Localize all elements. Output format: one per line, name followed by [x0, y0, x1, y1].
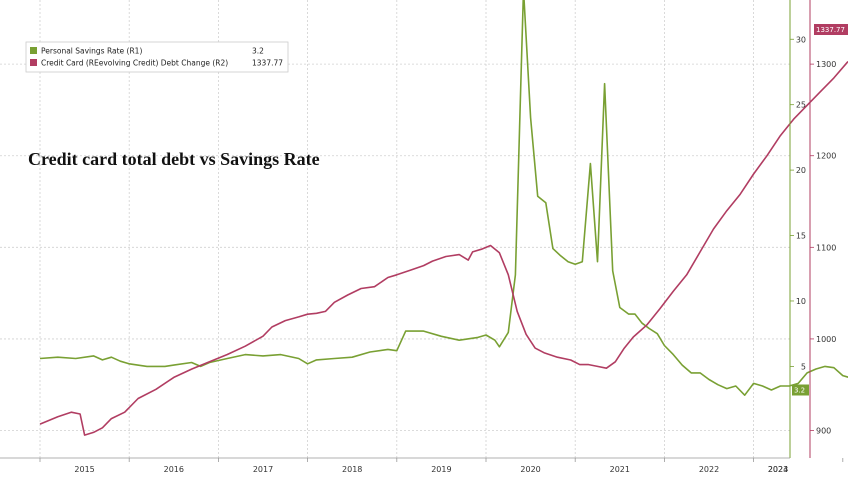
x-tick-label-2015: 2015 — [74, 465, 94, 474]
x-tick-label-2024: 2024 — [768, 465, 788, 474]
y-tick-label-credit-900: 900 — [816, 427, 831, 436]
legend-swatch-credit — [30, 59, 37, 66]
y-tick-label-credit-1100: 1100 — [816, 243, 836, 252]
badge-savings-value: 3.2 — [794, 387, 805, 395]
badge-savings: 3.2 — [792, 384, 809, 396]
y-tick-label-savings-15: 15 — [796, 232, 806, 241]
x-tick-label-2023: 2023 — [768, 465, 788, 474]
x-tick-label-2016: 2016 — [164, 465, 184, 474]
legend-value-savings: 3.2 — [252, 47, 264, 56]
y-tick-label-credit-1200: 1200 — [816, 152, 836, 161]
badge-credit-bg — [814, 24, 848, 35]
y-tick-label-credit-1300: 1300 — [816, 60, 836, 69]
series-layer — [39, 0, 848, 436]
legend-label-credit: Credit Card (REevolving Credit) Debt Cha… — [41, 59, 228, 68]
x-tick-label-2019: 2019 — [431, 465, 451, 474]
x-tick-label-2017: 2017 — [253, 465, 273, 474]
legend-value-credit: 1337.77 — [252, 59, 283, 68]
x-tick-label-2021: 2021 — [610, 465, 630, 474]
legend-swatch-savings — [30, 47, 37, 54]
series-line-savings — [39, 0, 848, 396]
y-tick-label-savings-10: 10 — [796, 297, 806, 306]
badge-savings-bg — [792, 384, 809, 396]
y-tick-label-credit-1000: 1000 — [816, 335, 836, 344]
y-tick-label-savings-25: 25 — [796, 101, 806, 110]
x-tick-label-2018: 2018 — [342, 465, 362, 474]
y-tick-label-savings-5: 5 — [801, 362, 806, 371]
legend-box — [25, 41, 289, 73]
series-line-credit — [39, 60, 848, 436]
y-tick-label-savings-20: 20 — [796, 166, 806, 175]
legend: Personal Savings Rate (R1) 3.2 Credit Ca… — [25, 41, 289, 73]
chart-title: Credit card total debt vs Savings Rate — [28, 149, 320, 169]
legend-label-savings: Personal Savings Rate (R1) — [41, 47, 142, 56]
axis-layer: 2015 2016 2017 2018 2019 2020 2021 2022 20232024… — [39, 35, 844, 474]
badge-credit: 1337.77 — [814, 24, 848, 35]
grid-layer — [0, 0, 790, 458]
x-tick-label-2022: 2022 — [699, 465, 719, 474]
badge-credit-value: 1337.77 — [816, 26, 845, 34]
x-tick-label-2020: 2020 — [520, 465, 540, 474]
plot-area — [0, 0, 790, 458]
y-tick-label-savings-30: 30 — [796, 35, 806, 44]
